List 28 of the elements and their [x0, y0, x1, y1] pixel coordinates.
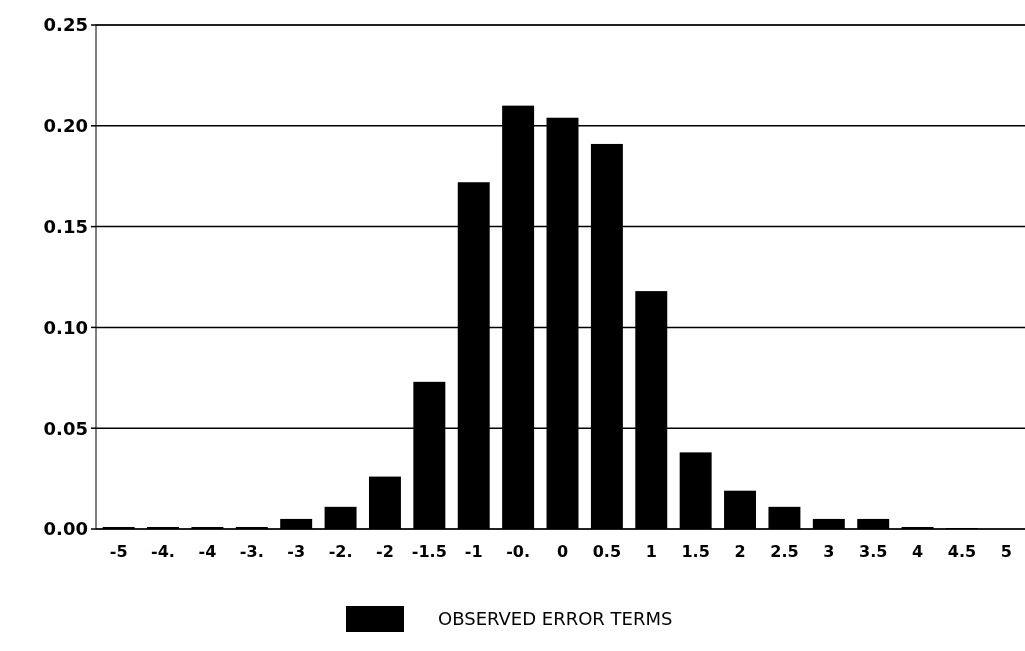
x-tick-label: -4	[198, 542, 217, 561]
x-tick-label: 0	[556, 542, 569, 561]
x-tick-label: 3	[823, 542, 835, 561]
x-tick-label: -0.	[506, 542, 531, 561]
x-tick-label: 2.5	[770, 542, 799, 561]
x-tick-label: 3.5	[859, 542, 888, 561]
y-tick-label: 0.05	[43, 417, 88, 439]
x-tick-label: 4	[912, 542, 924, 561]
x-tick-label: 1	[645, 542, 657, 561]
y-tick-label: 0.25	[43, 14, 88, 36]
y-tick-label: 0.15	[43, 215, 88, 237]
x-tick-label: -2	[376, 542, 394, 561]
x-tick-label: -2.	[328, 542, 353, 561]
x-tick-label: -4.	[151, 542, 175, 561]
x-tick-label: -3	[287, 542, 306, 561]
y-tick-label: 0.10	[43, 316, 88, 338]
x-tick-label: 1.5	[681, 542, 710, 561]
y-tick-label: 0.20	[43, 115, 88, 137]
x-tick-label: -3.	[239, 542, 264, 561]
x-tick-label: -5	[109, 542, 128, 561]
x-tick-label: 5	[1000, 542, 1012, 561]
x-tick-label: 4.5	[947, 542, 977, 561]
x-tick-label: -1	[464, 542, 483, 561]
x-tick-label: 2	[734, 542, 746, 561]
x-tick-label: -1.5	[411, 542, 447, 561]
y-tick-label: 0.00	[43, 518, 88, 540]
legend-label: OBSERVED ERROR TERMS	[438, 608, 673, 630]
x-tick-label: 0.5	[592, 542, 622, 561]
